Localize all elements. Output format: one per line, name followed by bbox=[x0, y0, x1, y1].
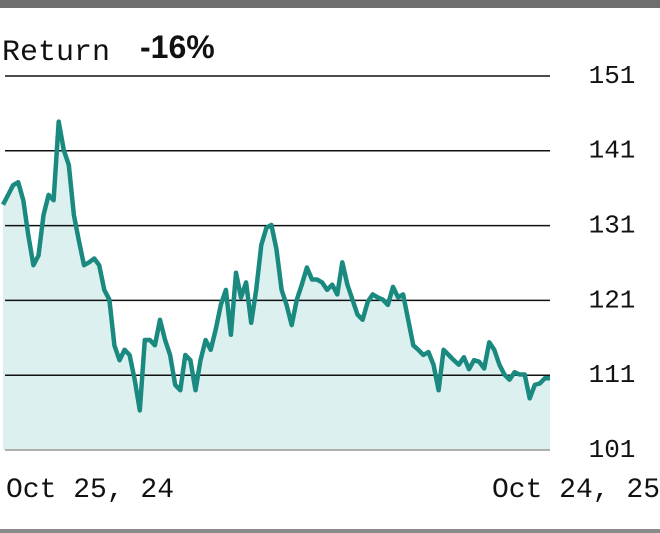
y-tick-label: 151 bbox=[589, 61, 636, 91]
x-tick-label: Oct 24, 25 bbox=[492, 475, 660, 506]
y-tick-label: 131 bbox=[589, 210, 636, 240]
y-tick-label: 101 bbox=[589, 435, 636, 465]
chart-subtitle: -16% bbox=[140, 29, 215, 65]
y-tick-label: 121 bbox=[589, 285, 636, 315]
x-tick-label: Oct 25, 24 bbox=[6, 475, 174, 506]
y-tick-label: 111 bbox=[589, 360, 636, 390]
plot: 101 111 121 131 141 151 bbox=[1, 61, 636, 465]
line bbox=[1, 119, 550, 413]
area bbox=[3, 121, 550, 450]
top-bar bbox=[0, 0, 660, 8]
bottom-bar bbox=[0, 529, 660, 533]
chart-title: Return bbox=[2, 36, 110, 70]
y-tick-label: 141 bbox=[589, 136, 636, 166]
